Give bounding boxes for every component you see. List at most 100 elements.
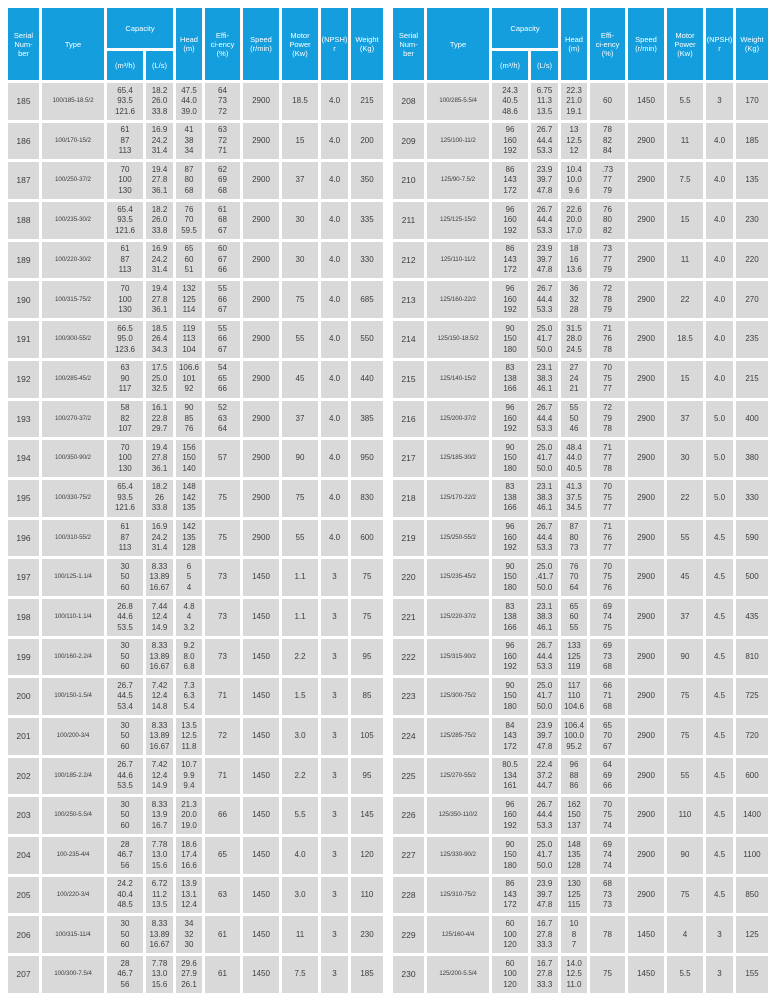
ls-cell: 26.7 44.4 53.3	[531, 281, 558, 319]
col-header-weight: Weight (Kg)	[736, 8, 768, 80]
type-cell: 125/150-18.5/2	[427, 321, 489, 358]
power-cell: 5.5	[282, 797, 318, 835]
col-header-head: Head (m)	[176, 8, 202, 80]
serial-cell: 214	[393, 321, 424, 358]
power-cell: 45	[282, 360, 318, 398]
type-cell: 125/220-37/2	[427, 598, 489, 636]
m3h-cell: 63 90 117	[107, 360, 143, 398]
npsh-cell: 3	[321, 718, 348, 755]
m3h-cell: 26.8 44.6 53.5	[107, 598, 143, 636]
col-header-capacity-m3h: (m³/h)	[492, 51, 528, 80]
power-cell: 1.1	[282, 559, 318, 596]
eff-cell: 70 75 74	[590, 797, 625, 835]
npsh-cell: 4.5	[706, 638, 733, 676]
head-cell: 133 125 119	[561, 638, 587, 676]
weight-cell: 95	[351, 757, 383, 795]
power-cell: 22	[667, 479, 703, 517]
serial-cell: 191	[8, 321, 39, 358]
m3h-cell: 26.7 44.6 53.5	[107, 757, 143, 795]
eff-cell: 75	[205, 519, 240, 557]
col-header-capacity-ls: (L/s)	[146, 51, 173, 80]
power-cell: 55	[282, 519, 318, 557]
col-header-weight: Weight (Kg)	[351, 8, 383, 80]
ls-cell: 16.9 24.2 31.4	[146, 122, 173, 160]
serial-cell: 186	[8, 122, 39, 160]
power-cell: 1.5	[282, 678, 318, 715]
speed-cell: 1450	[243, 718, 279, 755]
col-header-type: Type	[427, 8, 489, 80]
power-cell: 11	[667, 122, 703, 160]
eff-cell: 69 74 74	[590, 837, 625, 874]
eff-cell: 60	[590, 83, 625, 120]
m3h-cell: 86 143 172	[492, 876, 528, 914]
eff-cell: 75	[205, 479, 240, 517]
power-cell: 18.5	[282, 83, 318, 120]
m3h-cell: 58 82 107	[107, 400, 143, 438]
npsh-cell: 5.0	[706, 479, 733, 517]
serial-cell: 196	[8, 519, 39, 557]
m3h-cell: 96 160 192	[492, 519, 528, 557]
head-cell: 106.6 101 92	[176, 360, 202, 398]
eff-cell: 55 66 67	[205, 281, 240, 319]
serial-cell: 203	[8, 797, 39, 835]
serial-cell: 230	[393, 956, 424, 993]
head-cell: 65 60 55	[561, 598, 587, 636]
serial-cell: 216	[393, 400, 424, 438]
weight-cell: 350	[351, 162, 383, 200]
speed-cell: 2900	[628, 837, 664, 874]
m3h-cell: 70 100 130	[107, 440, 143, 477]
npsh-cell: 4.5	[706, 678, 733, 715]
serial-cell: 218	[393, 479, 424, 517]
type-cell: 100/220-30/2	[42, 241, 104, 279]
weight-cell: 215	[351, 83, 383, 120]
serial-cell: 195	[8, 479, 39, 517]
npsh-cell: 3	[321, 559, 348, 596]
speed-cell: 2900	[243, 440, 279, 477]
speed-cell: 1450	[243, 916, 279, 954]
speed-cell: 1450	[628, 83, 664, 120]
ls-cell: 16.1 22.8 29.7	[146, 400, 173, 438]
weight-cell: 330	[736, 479, 768, 517]
head-cell: 148 135 128	[561, 837, 587, 874]
head-cell: 76 70 59.5	[176, 202, 202, 239]
ls-cell: 6.72 11.2 13.5	[146, 876, 173, 914]
type-cell: 100/330-75/2	[42, 479, 104, 517]
head-cell: 36 32 28	[561, 281, 587, 319]
head-cell: 13.5 12.5 11.8	[176, 718, 202, 755]
serial-cell: 205	[8, 876, 39, 914]
serial-cell: 201	[8, 718, 39, 755]
npsh-cell: 4.5	[706, 519, 733, 557]
speed-cell: 2900	[628, 638, 664, 676]
speed-cell: 1450	[243, 678, 279, 715]
m3h-cell: 86 143 172	[492, 162, 528, 200]
weight-cell: 850	[736, 876, 768, 914]
serial-cell: 200	[8, 678, 39, 715]
m3h-cell: 30 50 60	[107, 638, 143, 676]
weight-cell: 725	[736, 678, 768, 715]
type-cell: 125/200-37/2	[427, 400, 489, 438]
npsh-cell: 3	[321, 757, 348, 795]
serial-cell: 220	[393, 559, 424, 596]
weight-cell: 135	[736, 162, 768, 200]
npsh-cell: 4.0	[706, 241, 733, 279]
type-cell: 100/220-3/4	[42, 876, 104, 914]
type-cell: 125/330-90/2	[427, 837, 489, 874]
type-cell: 125/270-55/2	[427, 757, 489, 795]
npsh-cell: 4.0	[706, 321, 733, 358]
eff-cell: 61	[205, 956, 240, 993]
type-cell: 100/300-7.5/4	[42, 956, 104, 993]
weight-cell: 75	[351, 598, 383, 636]
weight-cell: 125	[736, 916, 768, 954]
speed-cell: 2900	[628, 122, 664, 160]
head-cell: 55 50 46	[561, 400, 587, 438]
power-cell: 5.5	[667, 83, 703, 120]
eff-cell: 73	[205, 638, 240, 676]
col-header-capacity: Capacity	[492, 8, 558, 48]
npsh-cell: 4.0	[321, 202, 348, 239]
eff-cell: 69 74 75	[590, 598, 625, 636]
col-header-capacity-m3h: (m³/h)	[107, 51, 143, 80]
head-cell: 130 125 115	[561, 876, 587, 914]
type-cell: 125/200-5.5/4	[427, 956, 489, 993]
ls-cell: 8.33 13.89 16.67	[146, 638, 173, 676]
type-cell: 125/90-7.5/2	[427, 162, 489, 200]
